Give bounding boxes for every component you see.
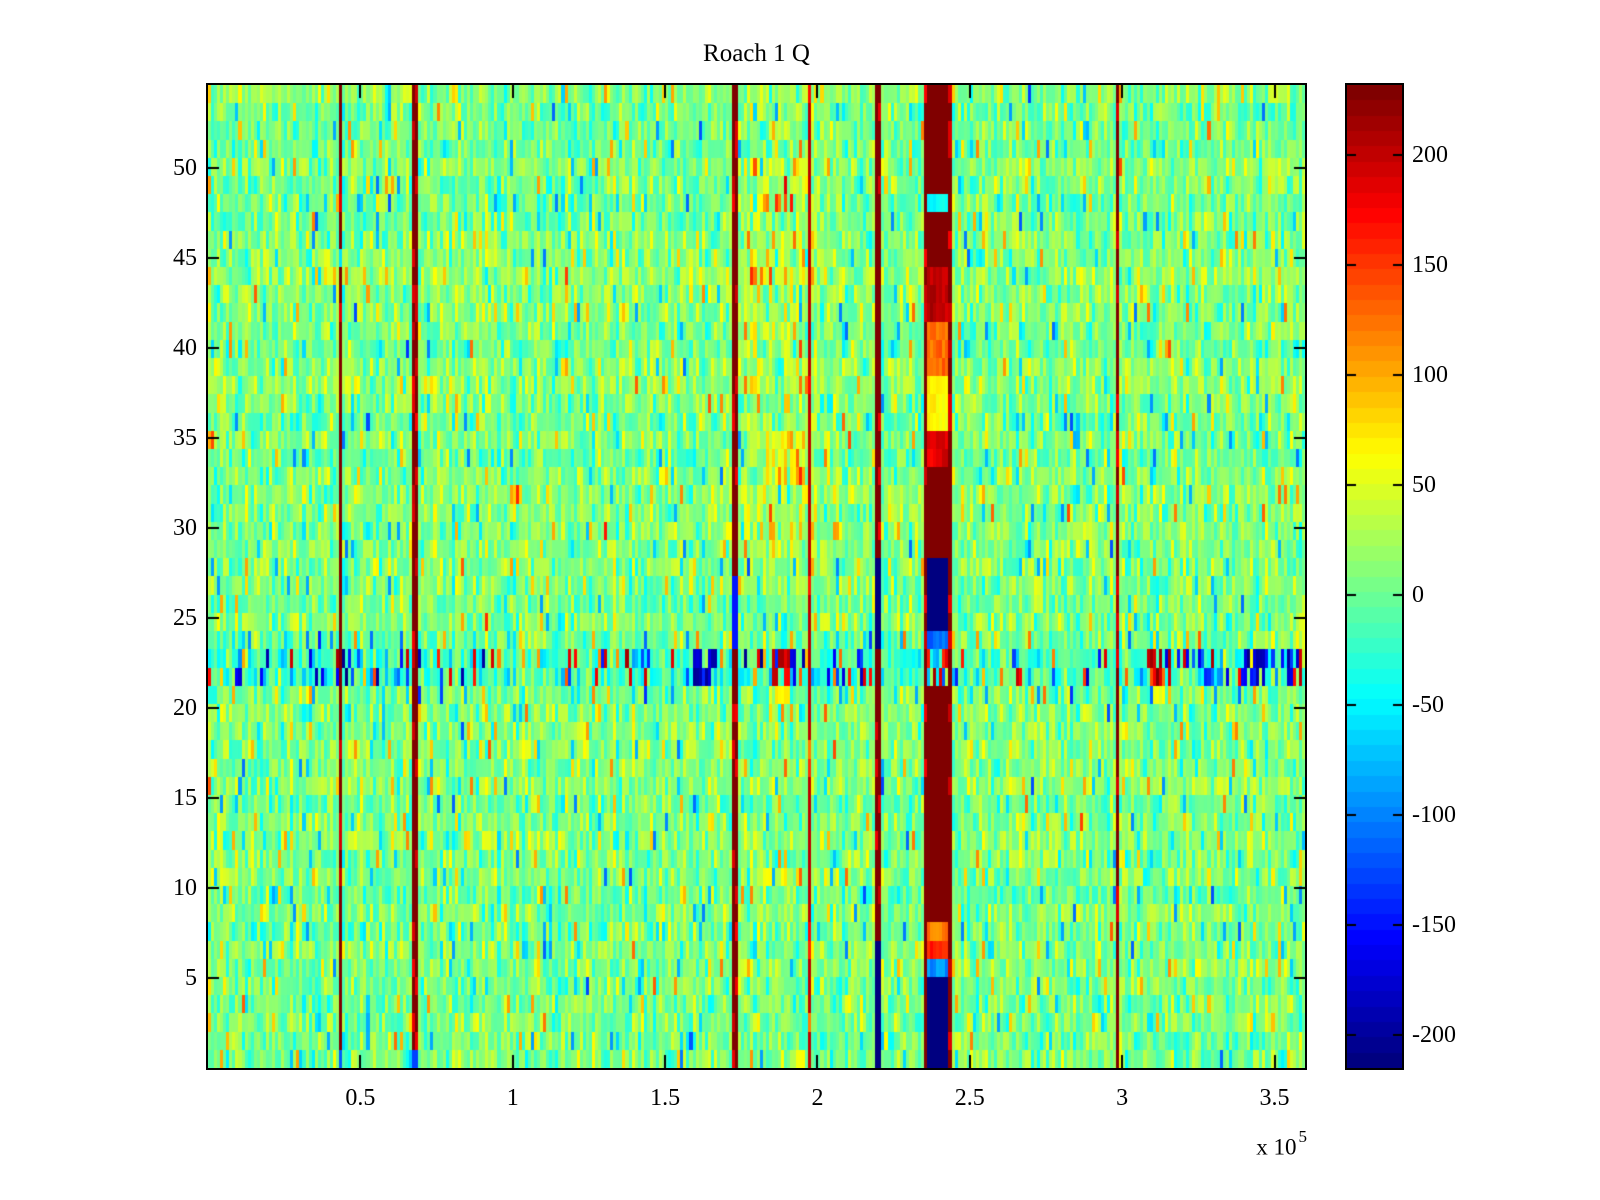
colorbar-canvas [1347,85,1402,1068]
x-tick-label: 2 [811,1085,824,1111]
heatmap-canvas [208,85,1305,1068]
colorbar-tick-label: -200 [1412,1022,1456,1048]
x-axis-exponent-base: x 10 [1256,1134,1297,1160]
colorbar-tick-label: 100 [1412,362,1448,389]
colorbar-tick-label: 150 [1412,252,1448,279]
colorbar [1345,83,1404,1070]
x-tick-label: 0.5 [345,1085,376,1111]
y-tick-label: 45 [173,244,197,271]
colorbar-tick-label: 200 [1412,142,1448,169]
y-tick-label: 15 [173,784,197,811]
colorbar-tick-label: 50 [1412,472,1436,499]
x-tick-label: 2.5 [954,1085,985,1111]
y-tick-label: 30 [173,514,197,541]
x-tick-label: 3 [1116,1085,1129,1111]
colorbar-tick-label: 0 [1412,582,1424,609]
x-tick-label: 1 [506,1085,519,1111]
y-tick-label: 25 [173,604,197,631]
y-tick-label: 20 [173,694,197,721]
plot-area [206,83,1307,1070]
y-tick-label: 10 [173,874,197,901]
y-tick-label: 35 [173,424,197,451]
y-tick-label: 50 [173,154,197,181]
y-tick-label: 5 [185,964,197,991]
x-axis-exponent-label: x 10 5 [1105,1127,1307,1161]
colorbar-tick-label: -100 [1412,802,1456,829]
x-tick-label: 3.5 [1259,1085,1290,1111]
x-axis-exponent-power: 5 [1298,1127,1308,1146]
colorbar-tick-label: -150 [1412,912,1456,939]
x-tick-label: 1.5 [650,1085,681,1111]
chart-title: Roach 1 Q [703,40,810,67]
y-tick-label: 40 [173,334,197,361]
colorbar-tick-label: -50 [1412,692,1444,719]
